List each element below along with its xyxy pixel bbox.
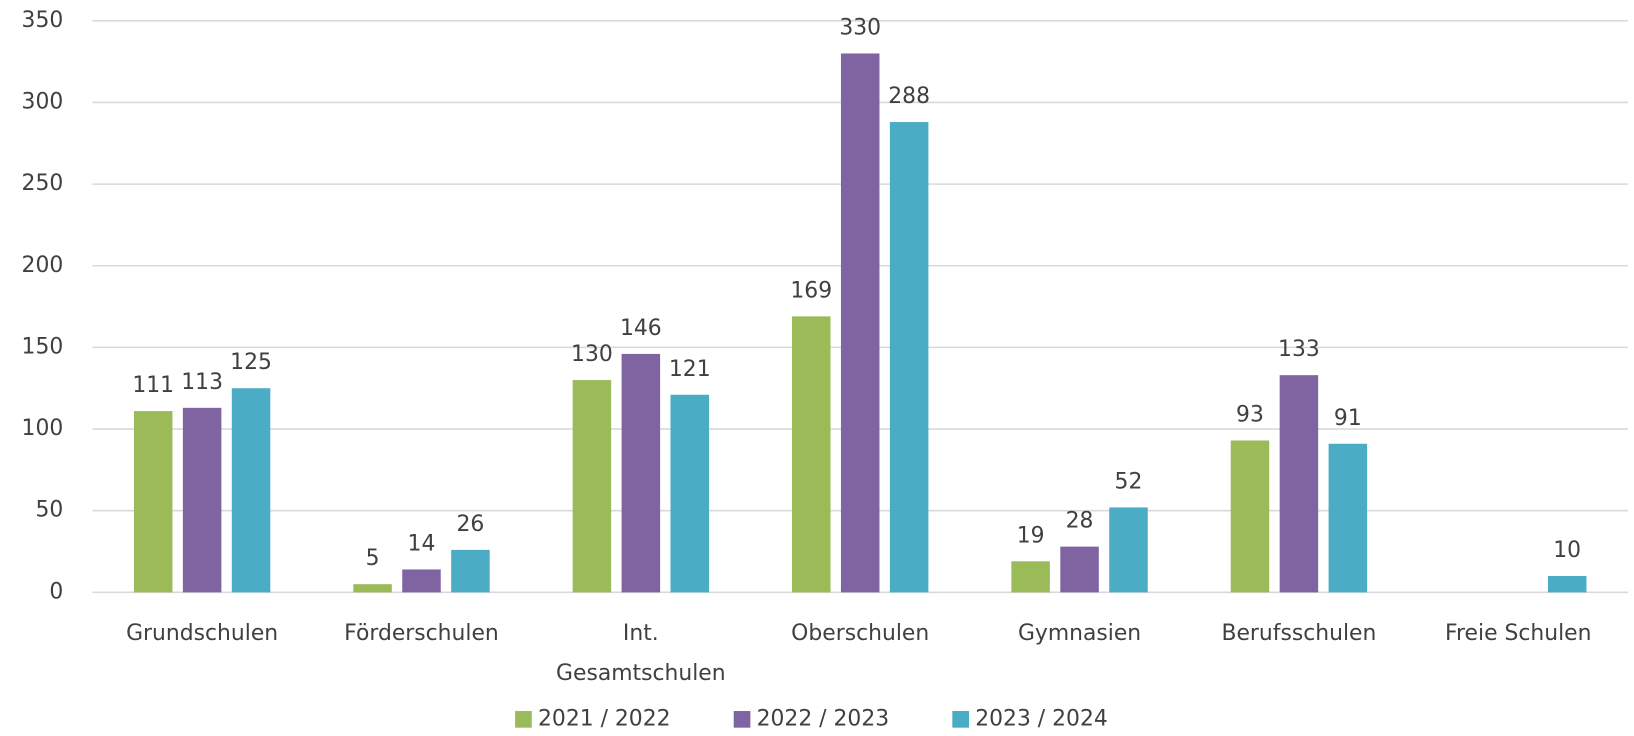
x-label-box: Oberschulen	[791, 620, 930, 646]
bar	[1060, 546, 1099, 593]
legend-label: 2023 / 2024	[975, 706, 1108, 731]
x-label-box: Gymnasien	[1017, 620, 1142, 646]
x-tick-label: Berufsschulen	[1221, 620, 1377, 646]
bar	[1547, 576, 1587, 593]
data-label: 330	[839, 15, 881, 40]
legend-swatch	[515, 711, 532, 728]
bar	[133, 411, 173, 593]
data-label: 113	[181, 370, 223, 395]
x-tick-label: Oberschulen	[791, 620, 930, 646]
data-label: 111	[132, 373, 174, 398]
data-label: 121	[669, 357, 711, 382]
legend-swatch	[733, 711, 751, 728]
bar	[670, 394, 710, 593]
bar	[353, 584, 392, 593]
data-label: 169	[790, 278, 832, 303]
data-label: 28	[1066, 509, 1094, 534]
data-label: 52	[1115, 469, 1143, 494]
data-label: 288	[888, 84, 930, 109]
bar	[1109, 507, 1148, 593]
data-label: 130	[571, 342, 613, 367]
y-tick-label: 0	[49, 579, 63, 604]
data-label: 133	[1278, 337, 1320, 362]
x-tick-label: Freie Schulen	[1445, 620, 1592, 646]
legend-label: 2021 / 2022	[538, 706, 671, 731]
bar	[840, 53, 880, 593]
data-label: 125	[230, 350, 272, 375]
data-label: 10	[1553, 538, 1581, 563]
y-tick-label: 300	[22, 89, 64, 114]
x-label-box: Int. Gesamtschulen	[556, 620, 726, 685]
y-tick-label: 250	[22, 171, 64, 196]
y-tick-label: 350	[22, 8, 64, 33]
bar	[572, 380, 612, 593]
x-label-box: Berufsschulen	[1221, 620, 1377, 646]
bar	[451, 549, 490, 593]
bar	[792, 316, 831, 593]
x-tick-label: Int. Gesamtschulen	[556, 620, 726, 685]
x-label-box: Freie Schulen	[1445, 620, 1592, 646]
y-tick-label: 100	[22, 416, 64, 441]
bar	[1328, 443, 1368, 593]
bar	[889, 122, 929, 593]
x-tick-label: Gymnasien	[1017, 620, 1142, 646]
data-label: 26	[457, 512, 485, 537]
data-label: 91	[1334, 406, 1362, 431]
y-tick-label: 50	[35, 498, 63, 523]
x-tick-label: Grundschulen	[126, 620, 279, 646]
x-label-box: Förderschulen	[344, 620, 499, 646]
data-label: 14	[408, 531, 436, 556]
bar	[621, 353, 661, 593]
x-tick-label: Förderschulen	[344, 620, 499, 646]
bar	[1279, 375, 1319, 593]
bar	[231, 388, 271, 593]
bar	[1011, 561, 1050, 593]
data-label: 5	[366, 546, 380, 571]
legend-swatch	[952, 711, 969, 728]
data-label: 93	[1236, 402, 1264, 427]
x-label-box: Grundschulen	[126, 620, 279, 646]
bar	[182, 407, 222, 593]
legend-label: 2022 / 2023	[757, 706, 890, 731]
y-tick-label: 150	[22, 334, 64, 359]
bar	[1230, 440, 1270, 593]
bar	[402, 569, 441, 593]
data-label: 19	[1017, 523, 1045, 548]
data-label: 146	[620, 316, 662, 341]
y-tick-label: 200	[22, 253, 64, 278]
